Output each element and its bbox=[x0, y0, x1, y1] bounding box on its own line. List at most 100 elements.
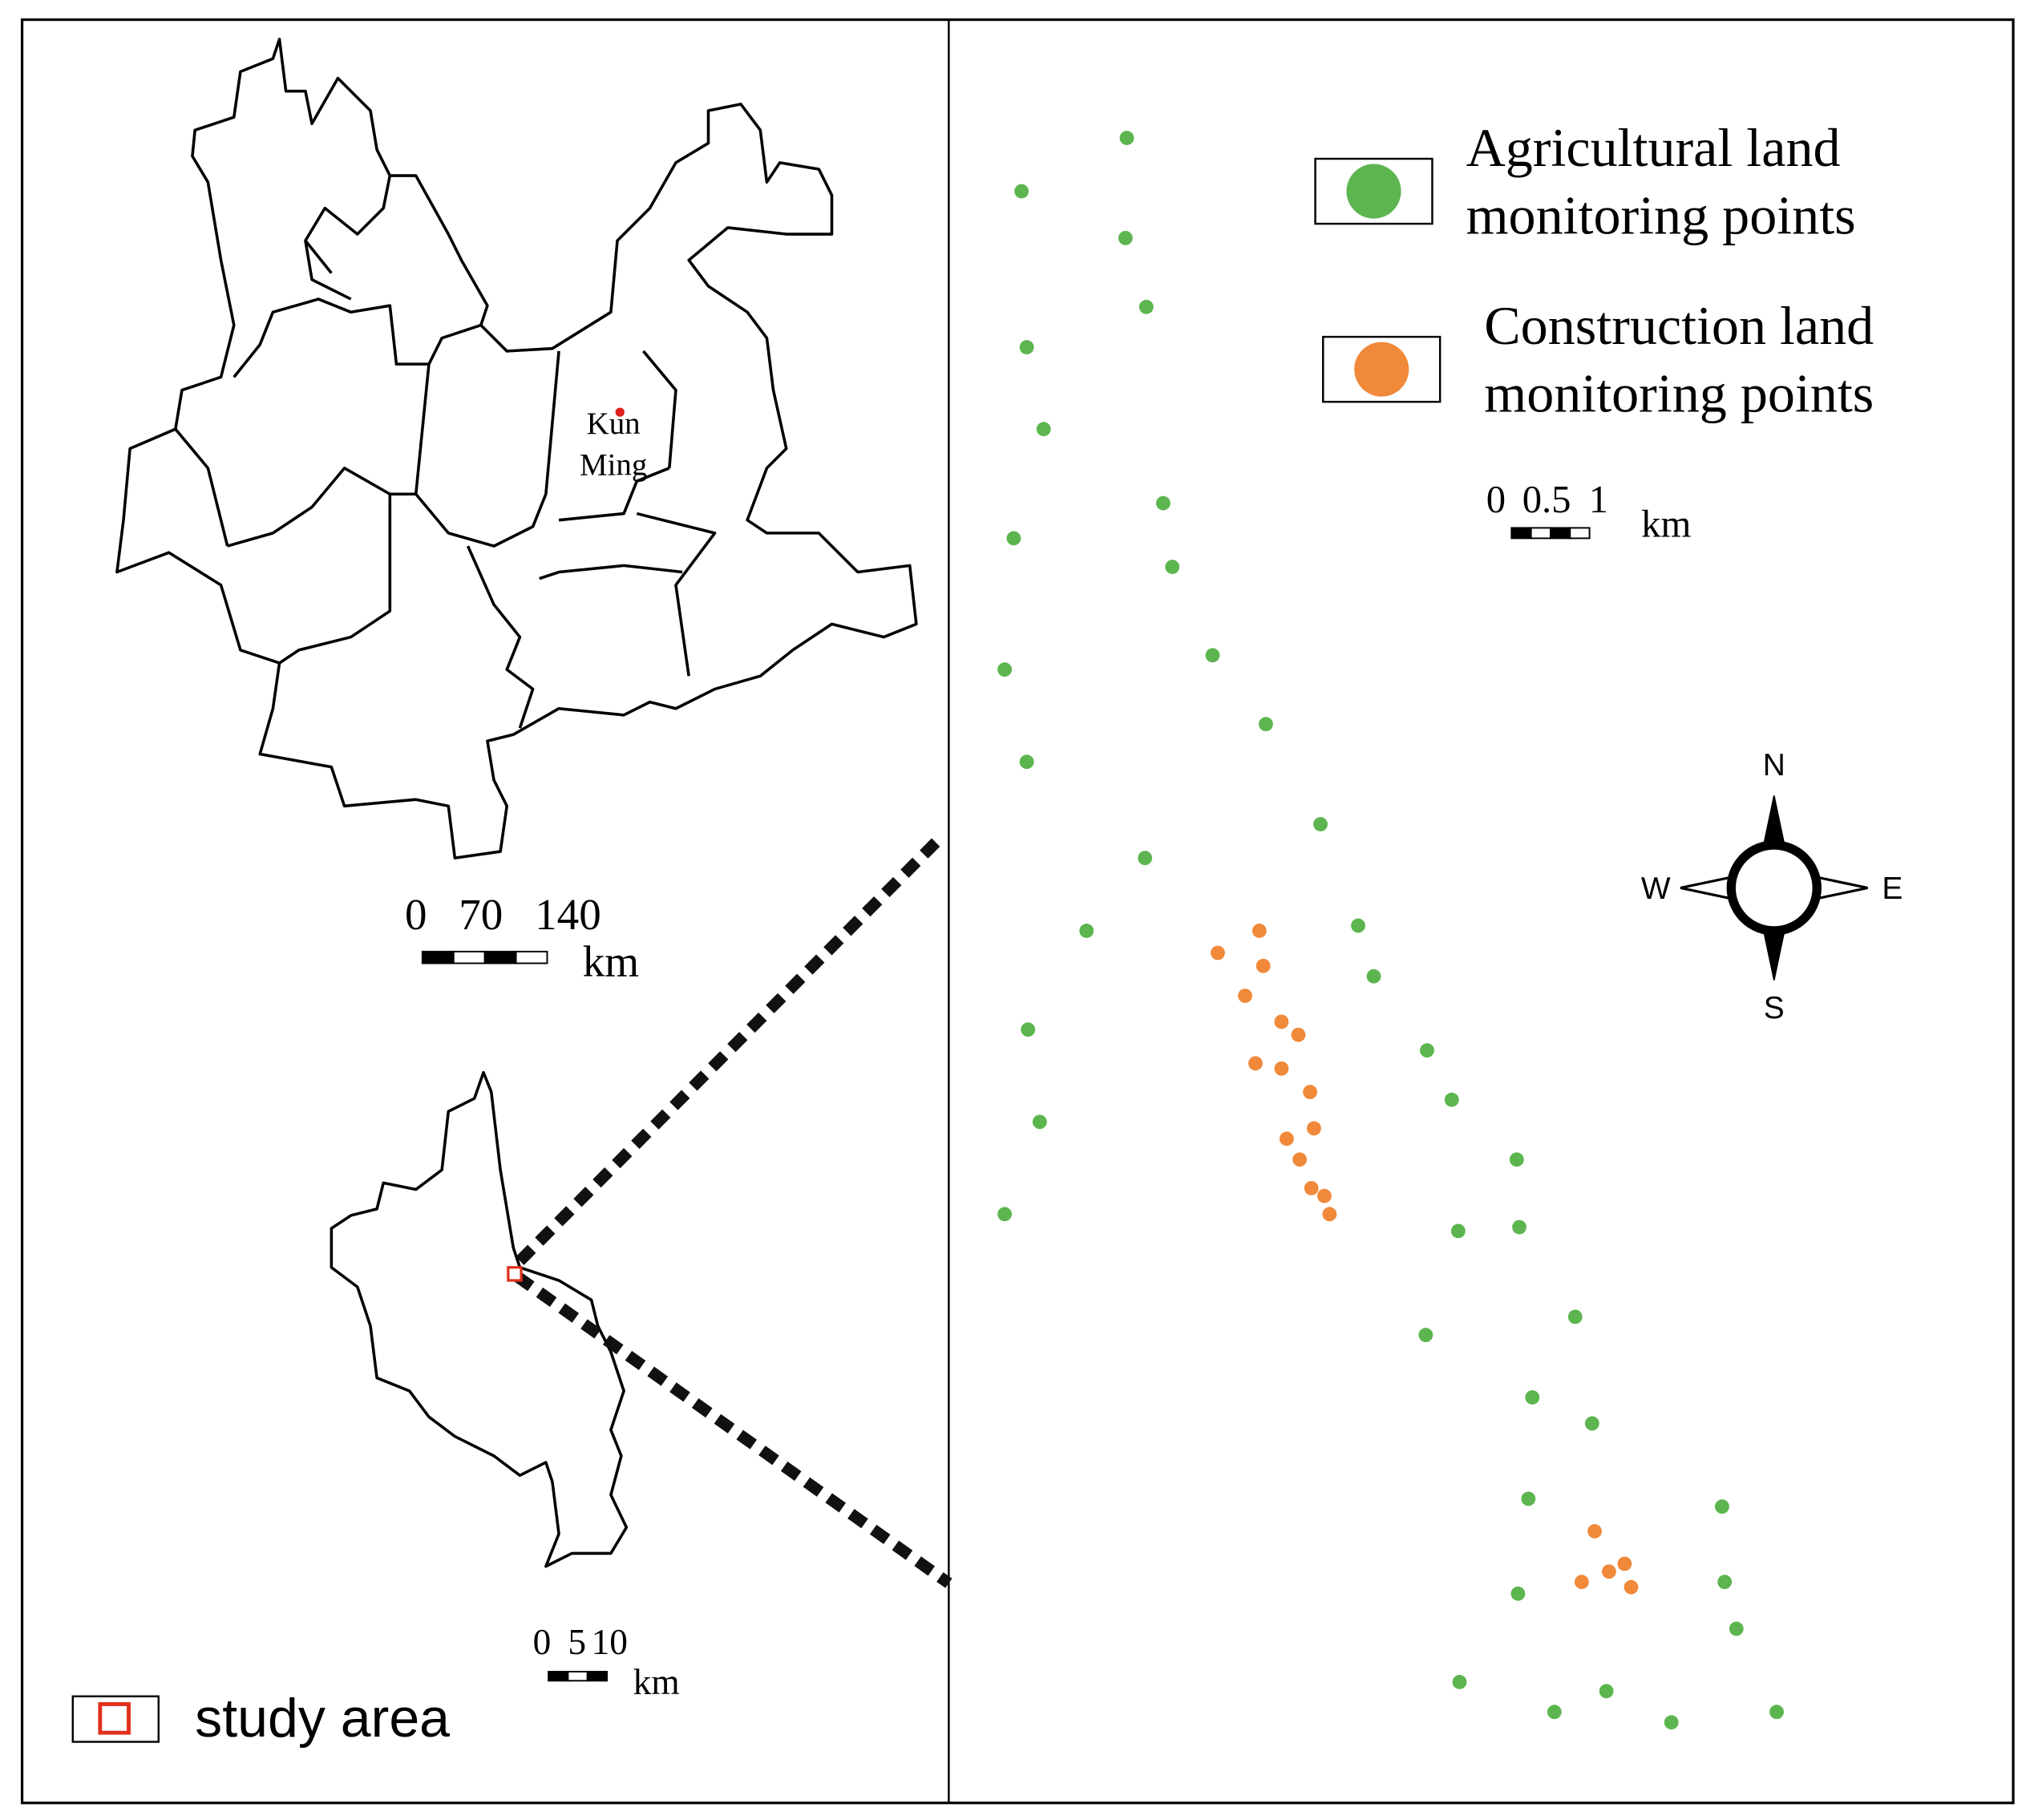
compass-arm bbox=[1762, 795, 1785, 846]
study-area-marker bbox=[507, 1266, 523, 1282]
legend-label: study area bbox=[195, 1688, 450, 1749]
county-map bbox=[330, 838, 952, 1588]
agricultural-point bbox=[1079, 924, 1094, 938]
agricultural-point bbox=[1006, 531, 1021, 546]
agricultural-point bbox=[1525, 1389, 1540, 1405]
zoom-line bbox=[516, 838, 940, 1265]
legend-symbol bbox=[1346, 164, 1401, 219]
agricultural-point bbox=[1510, 1586, 1526, 1601]
construction-point bbox=[1252, 924, 1267, 938]
agricultural-point bbox=[1521, 1491, 1536, 1507]
agricultural-point bbox=[1259, 717, 1273, 732]
kunming-dot bbox=[615, 407, 625, 417]
construction-point bbox=[1307, 1121, 1321, 1136]
scale-segment bbox=[548, 1670, 569, 1682]
construction-point bbox=[1574, 1575, 1589, 1590]
scale-label: 0 bbox=[405, 890, 427, 939]
legend-symbol bbox=[1354, 342, 1409, 397]
agricultural-point bbox=[1420, 1043, 1434, 1058]
compass-label: S bbox=[1764, 991, 1785, 1025]
agricultural-point bbox=[997, 1207, 1013, 1222]
agricultural-point bbox=[1366, 969, 1381, 984]
agricultural-point bbox=[1119, 131, 1134, 145]
scale-unit: km bbox=[633, 1662, 680, 1702]
legend-box bbox=[71, 1695, 160, 1743]
agricultural-point bbox=[1118, 230, 1133, 245]
frame bbox=[20, 18, 2015, 1805]
scale-label: 0 bbox=[533, 1622, 552, 1662]
scale-segment bbox=[421, 950, 455, 965]
agricultural-point bbox=[1512, 1219, 1527, 1235]
compass-arm bbox=[1817, 876, 1868, 900]
construction-point bbox=[1274, 1061, 1289, 1076]
scale-segment bbox=[1569, 527, 1591, 540]
construction-point bbox=[1211, 945, 1225, 961]
agricultural-point bbox=[1014, 184, 1029, 199]
construction-point bbox=[1291, 1027, 1306, 1042]
construction-point bbox=[1617, 1556, 1632, 1571]
agricultural-point bbox=[1205, 648, 1220, 663]
construction-point bbox=[1316, 1188, 1332, 1203]
legend-symbol bbox=[98, 1702, 131, 1735]
compass-label: W bbox=[1641, 872, 1671, 906]
city-label: Kun bbox=[587, 406, 641, 441]
agricultural-point bbox=[1599, 1684, 1614, 1699]
construction-point bbox=[1292, 1152, 1308, 1167]
agricultural-point bbox=[997, 662, 1013, 677]
scale-segment bbox=[586, 1670, 609, 1682]
agricultural-point bbox=[1155, 495, 1171, 511]
province-outline bbox=[115, 38, 918, 859]
agricultural-point bbox=[1351, 918, 1365, 933]
agricultural-point bbox=[1450, 1223, 1466, 1239]
prefecture-borders bbox=[174, 175, 717, 729]
agricultural-point bbox=[1021, 1022, 1036, 1037]
agricultural-point bbox=[1664, 1715, 1679, 1730]
scale-segment bbox=[483, 950, 517, 965]
city-label: Ming bbox=[580, 448, 647, 483]
agricultural-point bbox=[1715, 1499, 1729, 1514]
construction-point bbox=[1238, 989, 1252, 1003]
agricultural-point bbox=[1444, 1092, 1459, 1107]
scale-segment bbox=[1510, 527, 1532, 540]
construction-point bbox=[1256, 958, 1271, 973]
scale-label: 1 bbox=[1589, 478, 1608, 521]
agricultural-point bbox=[1717, 1575, 1733, 1590]
agricultural-point bbox=[1019, 754, 1034, 770]
scale-segment bbox=[515, 950, 548, 965]
agricultural-point bbox=[1547, 1705, 1562, 1720]
agricultural-point bbox=[1138, 851, 1153, 866]
construction-point bbox=[1248, 1056, 1263, 1071]
construction-point bbox=[1274, 1014, 1289, 1029]
compass-label: N bbox=[1763, 748, 1785, 783]
agricultural-point bbox=[1452, 1675, 1467, 1689]
province-map: Kun Ming bbox=[115, 38, 918, 859]
scale-label: 0 bbox=[1486, 478, 1506, 521]
construction-point bbox=[1279, 1131, 1294, 1147]
scale-segment bbox=[567, 1670, 588, 1682]
legend-label: monitoring points bbox=[1466, 184, 1856, 245]
legend-label: Agricultural land bbox=[1466, 117, 1841, 178]
construction-point bbox=[1304, 1180, 1319, 1195]
agricultural-point bbox=[1509, 1152, 1524, 1167]
agricultural-point bbox=[1165, 560, 1180, 574]
zoom-line bbox=[513, 1272, 952, 1588]
monitoring-points bbox=[997, 131, 1784, 1730]
agricultural-point bbox=[1418, 1328, 1434, 1343]
agricultural-point bbox=[1769, 1705, 1784, 1720]
agricultural-point bbox=[1138, 299, 1154, 314]
agricultural-point bbox=[1729, 1621, 1744, 1636]
agricultural-point bbox=[1584, 1416, 1599, 1431]
construction-point bbox=[1624, 1579, 1639, 1595]
compass-ring bbox=[1726, 840, 1822, 936]
agricultural-point bbox=[1036, 422, 1051, 437]
scale-segment bbox=[1530, 527, 1551, 540]
construction-point bbox=[1587, 1523, 1602, 1539]
compass-arm bbox=[1762, 930, 1785, 981]
county-outline bbox=[330, 1070, 629, 1568]
agricultural-point bbox=[1313, 817, 1328, 831]
legend-label: Construction land bbox=[1484, 295, 1874, 356]
scale-unit: km bbox=[583, 936, 639, 985]
construction-point bbox=[1601, 1564, 1616, 1579]
